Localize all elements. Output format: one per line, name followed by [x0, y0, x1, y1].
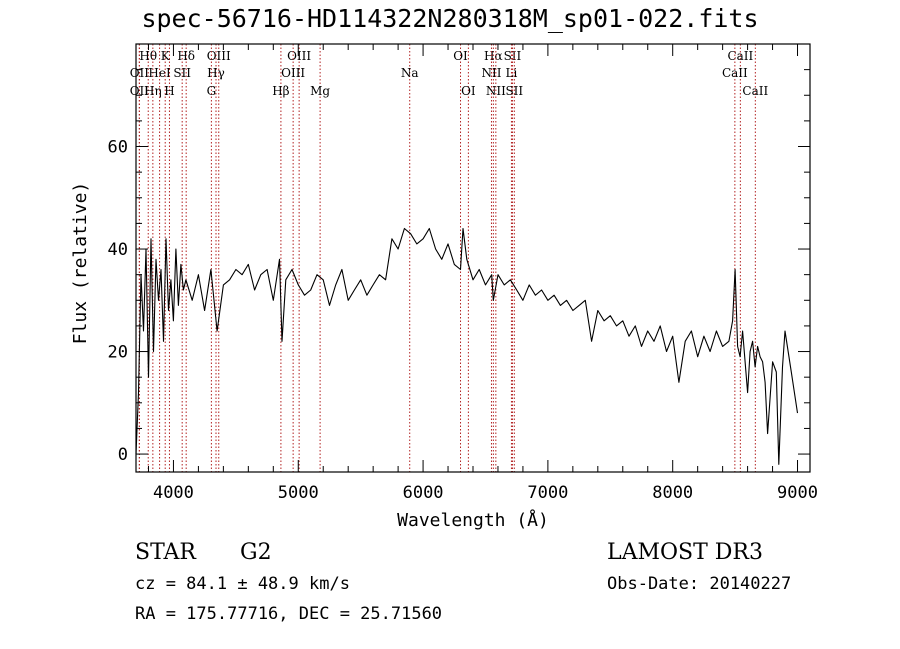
line-label: Hα [484, 49, 503, 63]
object-class: STAR [135, 540, 196, 565]
object-subclass: G2 [240, 540, 272, 565]
line-label: OII [130, 84, 150, 98]
chart-title: spec-56716-HD114322N280318M_sp01-022.fit… [141, 4, 759, 33]
line-label: G [207, 84, 217, 98]
x-tick-label: 4000 [153, 483, 194, 503]
survey-label: LAMOST DR3 [607, 540, 763, 565]
x-tick-label: 5000 [278, 483, 319, 503]
line-label: H [164, 84, 174, 98]
line-label: Hη [144, 84, 162, 98]
line-label: NII [486, 84, 506, 98]
line-label: CaII [742, 84, 768, 98]
line-label: OIII [207, 49, 231, 63]
line-label: Mg [310, 84, 330, 98]
line-label: SII [505, 84, 523, 98]
line-label: K [161, 49, 171, 63]
line-label: OIII [281, 66, 305, 80]
coordinates-label: RA = 175.77716, DEC = 25.71560 [135, 604, 443, 624]
line-label: CaII [727, 49, 753, 63]
line-label: HeI [148, 66, 171, 80]
spectrum-trace [135, 227, 799, 465]
y-tick-label: 0 [118, 445, 128, 465]
line-label: Hγ [207, 66, 225, 80]
y-tick-label: 60 [108, 138, 128, 158]
line-label: SII [173, 66, 191, 80]
y-axis-label: Flux (relative) [70, 182, 91, 345]
line-label: Hβ [272, 84, 289, 98]
x-axis-label: Wavelength (Å) [397, 509, 549, 531]
plot-frame [135, 43, 811, 473]
line-label: SII [504, 49, 522, 63]
line-label: OI [461, 84, 476, 98]
line-label: CaII [722, 66, 748, 80]
line-label: Na [401, 66, 419, 80]
y-tick-label: 20 [108, 343, 128, 363]
x-tick-label: 8000 [652, 483, 693, 503]
y-tick-label: 40 [108, 240, 128, 260]
x-tick-label: 6000 [403, 483, 444, 503]
line-label: OI [453, 49, 468, 63]
line-label: NII [481, 66, 501, 80]
line-label: Hθ [139, 49, 157, 63]
line-label: Hδ [177, 49, 195, 63]
line-label: OIII [287, 49, 311, 63]
x-tick-label: 7000 [527, 483, 568, 503]
obs-date-label: Obs-Date: 20140227 [607, 574, 792, 594]
line-label: Li [506, 66, 518, 80]
x-tick-label: 9000 [777, 483, 818, 503]
redshift-label: cz = 84.1 ± 48.9 km/s [135, 574, 350, 594]
